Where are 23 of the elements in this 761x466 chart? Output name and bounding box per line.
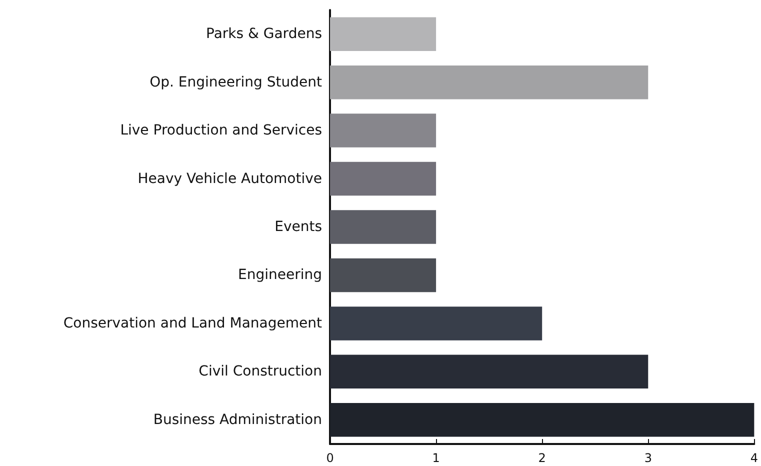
bar	[330, 403, 754, 437]
bar	[330, 258, 436, 292]
bar	[330, 65, 648, 100]
bar	[330, 114, 436, 148]
bar	[330, 306, 542, 340]
y-tick-label: Conservation and Land Management	[63, 315, 322, 332]
y-tick-label: Business Administration	[153, 412, 322, 428]
y-tick-label: Heavy Vehicle Automotive	[138, 170, 322, 187]
y-tick-label: Engineering	[238, 267, 322, 284]
bar	[330, 354, 648, 389]
x-tick-label: 4	[750, 451, 758, 465]
bar	[330, 162, 436, 196]
y-tick-label: Civil Construction	[198, 364, 322, 380]
x-tick-label: 3	[644, 451, 652, 465]
x-tick-label: 0	[326, 451, 334, 465]
x-tick-label: 2	[538, 451, 546, 465]
y-tick-label: Op. Engineering Student	[150, 74, 323, 90]
y-tick-label: Events	[274, 219, 322, 235]
y-tick-label: Parks & Gardens	[206, 26, 322, 42]
x-tick-label: 1	[432, 451, 440, 465]
y-tick-label: Live Production and Services	[120, 122, 322, 139]
bar	[330, 210, 436, 244]
bar	[330, 17, 436, 51]
